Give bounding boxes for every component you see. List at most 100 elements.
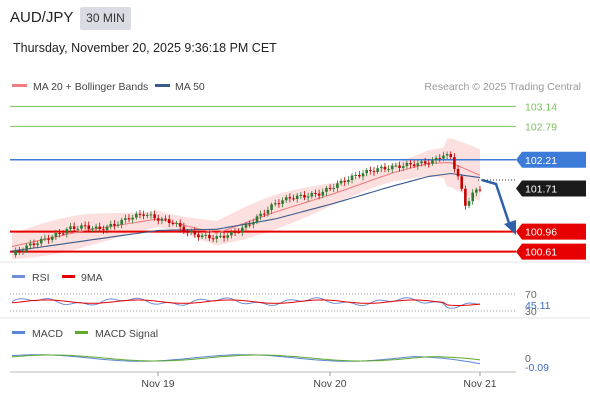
candle-body: [420, 161, 423, 164]
candle-body: [390, 165, 394, 170]
candle-body: [91, 228, 94, 230]
candle-body: [401, 166, 405, 168]
candle-body: [113, 223, 116, 226]
candle-body: [379, 166, 383, 169]
candle-body: [398, 165, 401, 168]
candle-body: [449, 154, 453, 158]
candle-body: [65, 229, 69, 234]
candle-body: [431, 160, 434, 164]
candle-body: [273, 203, 277, 205]
candle-body: [208, 234, 211, 239]
candle-body: [314, 192, 317, 194]
candle-body: [189, 231, 193, 233]
candle-body: [215, 236, 219, 239]
candle-body: [339, 180, 343, 184]
candle-body: [244, 224, 248, 228]
candle-body: [252, 222, 255, 225]
x-label-1: Nov 20: [313, 378, 346, 390]
level-labels: 103.14 102.79 102.21 101.71 100.96 100.61: [516, 101, 586, 260]
candle-body: [423, 161, 427, 164]
candle-body: [76, 228, 80, 230]
candle-body: [310, 192, 314, 197]
candle-body: [116, 224, 120, 226]
candle-body: [361, 173, 365, 177]
candle-body: [299, 194, 303, 196]
candle-body: [138, 213, 142, 215]
candle-body: [171, 223, 175, 225]
candle-body: [471, 192, 474, 202]
candle-body: [21, 250, 25, 252]
candle-body: [478, 189, 482, 191]
level-box-3: [516, 180, 586, 197]
candle-body: [28, 243, 32, 246]
level-label-0: 103.14: [525, 101, 557, 113]
candle-body: [445, 154, 449, 156]
candle-body: [281, 200, 284, 204]
candle-body: [266, 209, 270, 214]
candle-body: [460, 176, 464, 189]
candle-body: [416, 163, 420, 167]
candle-body: [25, 245, 28, 251]
candle-body: [120, 219, 123, 225]
candle-body: [142, 214, 145, 216]
candle-body: [475, 189, 478, 193]
candle-body: [343, 180, 347, 182]
candle-body: [237, 232, 240, 234]
candle-body: [255, 216, 259, 223]
candle-body: [328, 187, 332, 189]
candle-body: [58, 233, 61, 235]
candle-body: [442, 155, 445, 159]
candle-body: [350, 175, 354, 180]
candle-body: [200, 235, 204, 238]
candle-body: [317, 193, 321, 196]
candle-body: [197, 234, 200, 238]
candle-body: [233, 231, 237, 233]
candle-body: [325, 187, 328, 192]
copyright-text: Research © 2025 Trading Central: [424, 81, 581, 93]
rsi-ma-legend-label: 9MA: [81, 272, 103, 284]
candle-body: [164, 218, 167, 220]
macd-signal-legend-label: MACD Signal: [95, 328, 158, 340]
level-label-2: 102.21: [525, 155, 557, 167]
candle-body: [241, 227, 244, 233]
rsi-ma-legend-swatch: [62, 275, 75, 278]
candle-body: [211, 238, 215, 240]
candle-body: [405, 162, 409, 167]
candle-body: [182, 226, 186, 232]
candle-body: [36, 243, 39, 246]
candle-body: [131, 217, 134, 220]
candle-body: [412, 164, 416, 167]
candle-body: [127, 218, 131, 220]
candle-body: [259, 213, 262, 217]
candle-body: [98, 226, 102, 230]
rsi-legend-swatch: [12, 275, 25, 278]
candle-body: [376, 168, 379, 172]
ma50-legend-label: MA 50: [175, 81, 205, 93]
candle-body: [292, 198, 295, 200]
forecast-arrow-head: [504, 220, 516, 235]
bollinger-band-fill: [12, 138, 480, 260]
candle-body: [306, 196, 310, 198]
timeframe-badge[interactable]: 30 MIN: [80, 7, 131, 30]
candle-body: [358, 175, 361, 177]
macd-signal-legend-swatch: [75, 331, 88, 334]
level-label-3: 101.71: [525, 183, 557, 195]
candle-body: [109, 223, 113, 227]
candle-body: [270, 204, 273, 210]
macd-signal-line: [11, 354, 481, 362]
candle-body: [204, 234, 208, 236]
rsi-tick-30: 30: [525, 306, 537, 318]
candle-body: [394, 165, 398, 167]
candle-body: [456, 168, 460, 177]
candle-body: [160, 218, 164, 221]
bollinger-band: [12, 138, 480, 260]
rsi-tick-70: 70: [525, 289, 537, 301]
candle-body: [365, 169, 368, 174]
chart-datetime: Thursday, November 20, 2025 9:36:18 PM C…: [13, 41, 277, 55]
candle-body: [369, 169, 372, 172]
candle-body: [72, 226, 76, 229]
candle-body: [18, 250, 21, 252]
candle-body: [467, 201, 471, 206]
candle-body: [32, 243, 36, 246]
